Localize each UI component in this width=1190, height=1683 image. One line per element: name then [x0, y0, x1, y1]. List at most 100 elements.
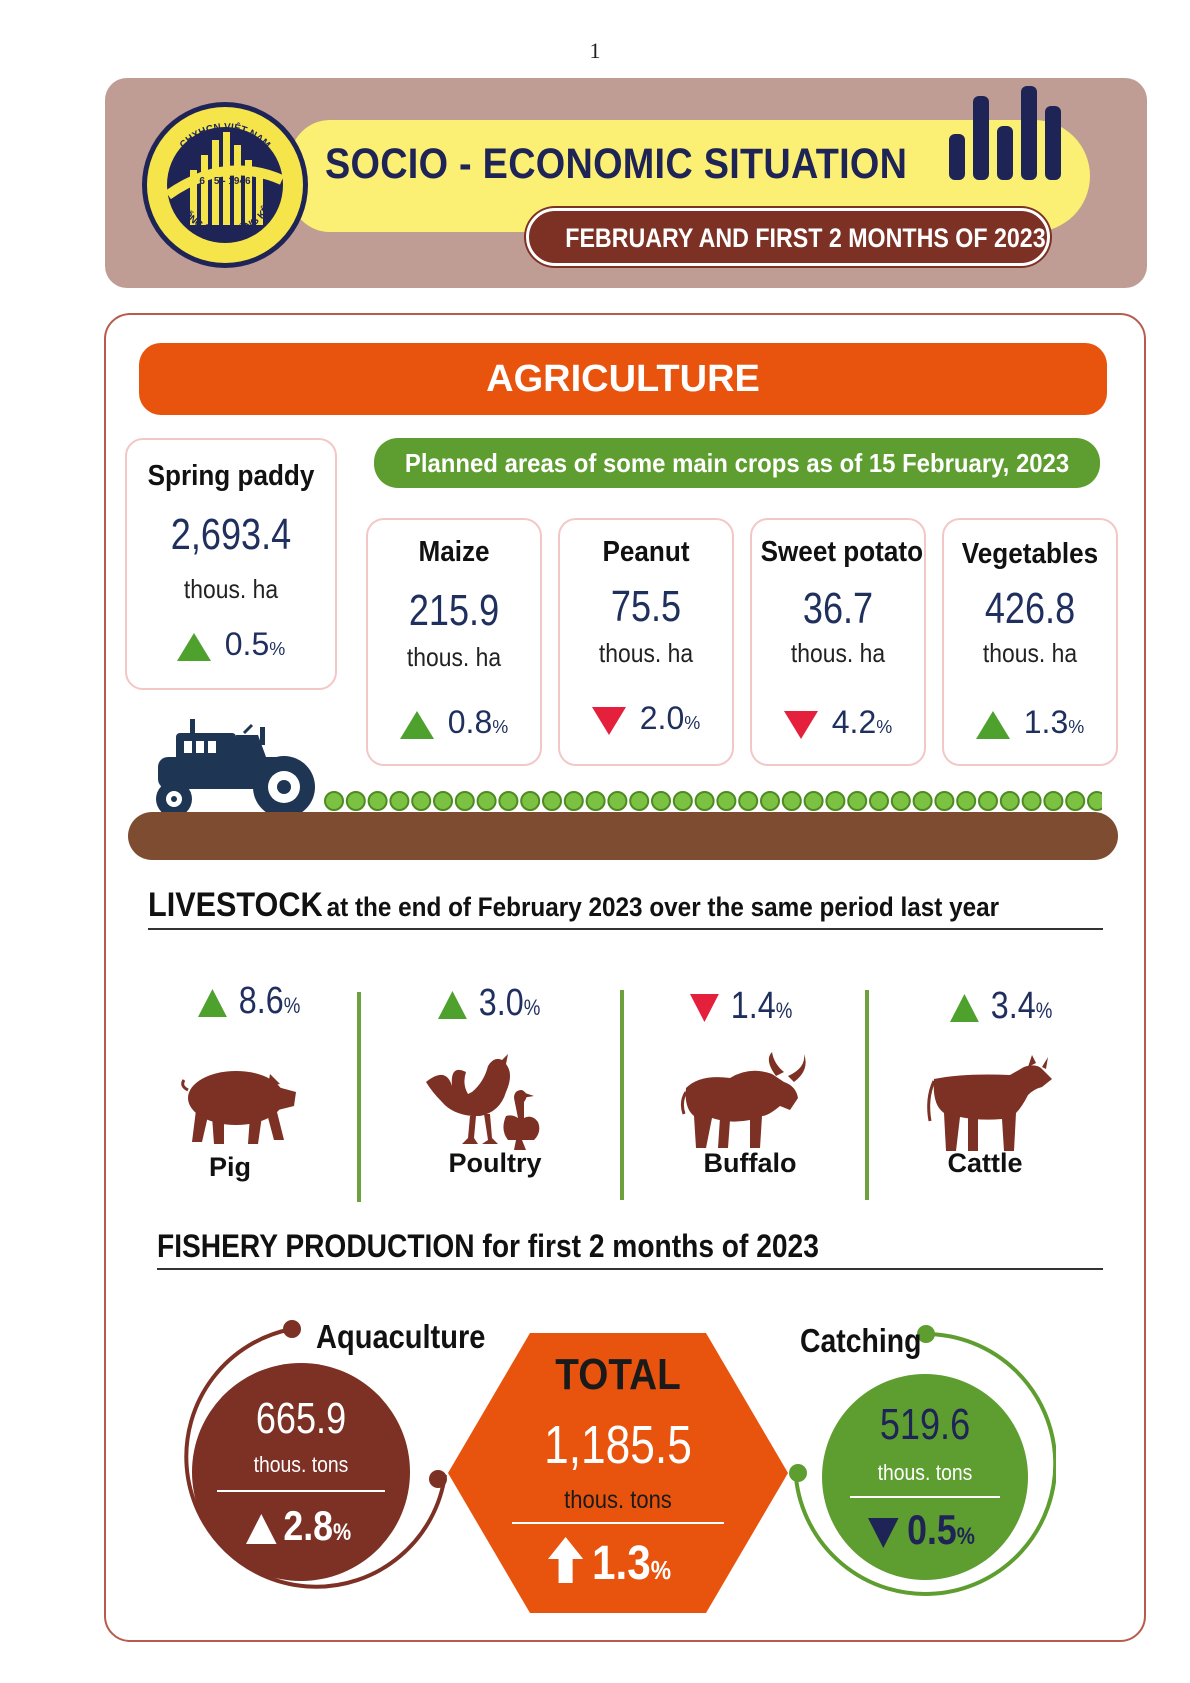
livestock-change-poultry: 3.0%: [438, 982, 540, 1025]
livestock-change-value: 8.6: [238, 980, 284, 1022]
seedling: [433, 791, 453, 811]
up-arrow-icon: [399, 710, 434, 739]
crop-card-sweet-potato: Sweet potato 36.7 thous. ha 4.2%: [750, 518, 926, 766]
percent-sign: %: [333, 1519, 352, 1546]
crop-card-peanut: Peanut 75.5 thous. ha 2.0%: [558, 518, 734, 766]
seedling: [1043, 791, 1064, 811]
livestock-heading-bold: LIVESTOCK: [148, 886, 323, 924]
seedling: [869, 791, 889, 811]
bar-chart-icon: [949, 86, 1061, 180]
seedling: [803, 791, 824, 811]
soil-strip: [128, 812, 1118, 860]
seedling: [389, 791, 410, 811]
planned-areas-title: Planned areas of some main crops as of 1…: [404, 448, 1070, 478]
up-arrow-icon: [975, 710, 1010, 739]
percent-sign: %: [650, 1555, 672, 1585]
percent-sign: %: [492, 717, 509, 737]
seedling: [934, 791, 955, 811]
crop-value: 36.7: [802, 584, 874, 633]
livestock-divider: [357, 992, 361, 1202]
crop-change: 0.8%: [368, 704, 540, 741]
pig-icon: [181, 1071, 296, 1144]
crop-unit: thous. ha: [183, 574, 279, 604]
catching-unit: thous. tons: [877, 1460, 973, 1485]
seedling: [563, 791, 584, 811]
livestock-divider: [865, 990, 869, 1200]
crop-change: 0.5%: [127, 626, 335, 663]
down-arrow-icon: [868, 1517, 899, 1548]
crop-change-value: 4.2: [831, 704, 877, 740]
livestock-change-pig: 8.6%: [198, 980, 300, 1023]
seedling: [585, 791, 606, 811]
seedling: [694, 791, 715, 811]
crop-change-value: 0.5: [224, 626, 270, 662]
livestock-name-pig: Pig: [208, 1152, 251, 1182]
seedling: [716, 791, 737, 811]
catching-divider: [850, 1496, 1000, 1498]
aquaculture-change-value: 2.8: [283, 1502, 334, 1549]
livestock-name-cattle: Cattle: [947, 1148, 1023, 1178]
total-value: 1,185.5: [544, 1415, 692, 1475]
livestock-change-value: 3.0: [478, 982, 524, 1024]
percent-sign: %: [876, 717, 893, 737]
seedling: [890, 791, 911, 811]
seedling: [847, 791, 868, 811]
seedling: [498, 791, 519, 811]
seedling: [367, 791, 388, 811]
seedling: [956, 791, 977, 811]
up-arrow-icon: [950, 993, 979, 1022]
crop-change: 2.0%: [560, 700, 732, 737]
seedling: [738, 791, 759, 811]
percent-sign: %: [1035, 998, 1053, 1023]
catching-label: Catching: [800, 1322, 922, 1359]
percent-sign: %: [283, 993, 301, 1018]
planned-areas-banner: Planned areas of some main crops as of 1…: [374, 438, 1100, 488]
main-panel: [104, 313, 1146, 1642]
gso-logo: 6 - 5 - 1946 CHXHCN VIỆT NAM TỔNG CỤC TH…: [142, 102, 308, 268]
seedling: [912, 791, 933, 811]
crop-name: Peanut: [602, 536, 690, 568]
livestock-divider: [620, 990, 624, 1200]
aquaculture-value: 665.9: [255, 1394, 347, 1443]
crop-unit: thous. ha: [982, 638, 1078, 668]
header-title: SOCIO - ECONOMIC SITUATION: [325, 140, 908, 188]
crop-name: Spring paddy: [147, 460, 315, 492]
crop-name: Vegetables: [961, 538, 1099, 570]
crop-value: 215.9: [408, 586, 500, 635]
seedling: [760, 791, 780, 811]
livestock-name-poultry: Poultry: [448, 1148, 542, 1178]
seedling: [1065, 791, 1086, 811]
up-arrow-icon: [246, 1513, 277, 1544]
seedling: [651, 791, 671, 811]
livestock-change-value: 3.4: [990, 985, 1036, 1027]
down-arrow-icon: [783, 710, 818, 739]
seedling: [672, 791, 693, 811]
seedling: [454, 791, 475, 811]
crop-name: Sweet potato: [760, 536, 924, 568]
down-arrow-icon: [690, 993, 719, 1022]
aquaculture-label: Aquaculture: [316, 1318, 486, 1355]
crop-unit: thous. ha: [406, 642, 502, 672]
header-subtitle-badge: FEBRUARY AND FIRST 2 MONTHS OF 2023: [526, 208, 1050, 266]
total-change: 1.3%: [548, 1536, 671, 1595]
crop-name: Maize: [418, 536, 490, 568]
aquaculture-unit: thous. tons: [253, 1452, 349, 1477]
livestock-underline: [148, 928, 1103, 930]
crop-card-maize: Maize 215.9 thous. ha 0.8%: [366, 518, 542, 766]
poultry-icon: [426, 1054, 540, 1150]
livestock-change-value: 1.4: [730, 985, 776, 1027]
total-divider: [512, 1522, 724, 1524]
livestock-name-buffalo: Buffalo: [703, 1148, 797, 1178]
up-arrow-icon: [548, 1537, 584, 1595]
page-number: 1: [589, 38, 601, 63]
seedling: [520, 791, 541, 811]
seedling: [978, 791, 998, 811]
up-arrow-icon: [198, 988, 227, 1017]
catching-value: 519.6: [879, 1400, 971, 1449]
livestock-change-buffalo: 1.4%: [690, 985, 792, 1028]
crop-unit: thous. ha: [598, 638, 694, 668]
total-hexagon: [448, 1333, 788, 1613]
aquaculture-change: 2.8%: [246, 1502, 351, 1550]
catching-change: 0.5%: [868, 1506, 975, 1554]
seedling: [825, 791, 846, 811]
